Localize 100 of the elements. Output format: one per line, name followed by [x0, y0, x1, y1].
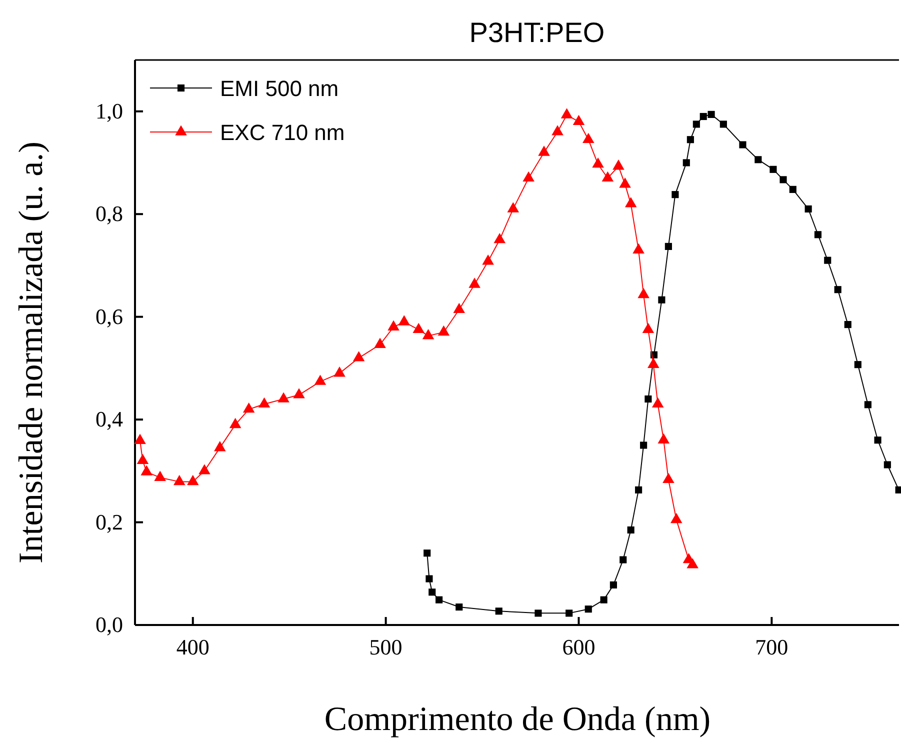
point: [739, 141, 746, 148]
legend-label: EMI 500 nm: [220, 76, 339, 101]
point: [624, 197, 637, 208]
point: [720, 120, 727, 128]
y-tick-label: 0,4: [96, 406, 123, 432]
point: [686, 136, 694, 144]
point: [422, 329, 434, 340]
x-axis-title: Comprimento de Onda (nm): [324, 701, 711, 738]
y-tick-label: 0,8: [96, 201, 123, 226]
point: [804, 205, 812, 212]
point: [658, 433, 670, 444]
point: [507, 202, 520, 212]
point: [388, 320, 400, 330]
point: [552, 125, 564, 136]
point: [692, 120, 700, 128]
point: [229, 418, 242, 428]
point: [258, 397, 270, 408]
point: [700, 112, 707, 120]
point: [584, 606, 592, 613]
point: [173, 474, 186, 486]
point: [789, 186, 796, 193]
x-tick-label: 600: [562, 634, 596, 660]
point: [642, 322, 654, 334]
legend-label: EXC 710 nm: [220, 120, 345, 145]
point: [468, 278, 480, 288]
point: [278, 392, 290, 402]
y-axis-title: Intensidade normalizada (u. a.): [13, 142, 50, 564]
point: [456, 603, 463, 611]
point: [428, 588, 436, 596]
point: [436, 596, 443, 604]
point: [864, 401, 872, 408]
point: [495, 608, 502, 615]
point: [140, 465, 152, 476]
point: [374, 338, 386, 348]
point: [602, 171, 614, 182]
point: [620, 556, 627, 564]
point: [672, 191, 679, 198]
point: [293, 388, 305, 398]
point: [682, 159, 690, 166]
point: [824, 256, 832, 264]
point: [592, 157, 604, 168]
point: [874, 436, 882, 444]
point: [884, 461, 891, 468]
point: [453, 302, 466, 314]
point: [770, 166, 777, 173]
point: [754, 156, 762, 164]
point: [334, 366, 346, 377]
point: [154, 470, 166, 481]
x-tick-label: 700: [755, 634, 788, 660]
point: [854, 361, 862, 368]
point: [844, 320, 852, 328]
point: [652, 397, 664, 408]
point: [352, 351, 365, 362]
point: [662, 472, 674, 484]
point: [494, 232, 506, 244]
point: [482, 254, 494, 265]
point: [632, 243, 644, 254]
point: [538, 146, 550, 156]
point: [522, 171, 534, 182]
point: [627, 526, 634, 534]
point: [424, 550, 431, 557]
x-tick-label: 400: [176, 634, 210, 660]
point: [612, 160, 624, 170]
point: [582, 132, 594, 144]
y-tick-label: 0,6: [96, 304, 123, 329]
point: [610, 581, 617, 588]
point: [426, 575, 433, 582]
point: [640, 442, 648, 449]
point: [644, 395, 652, 403]
y-tick-label: 0,2: [96, 509, 123, 534]
point: [566, 610, 573, 617]
point: [664, 242, 672, 250]
point: [136, 454, 149, 464]
point: [670, 512, 682, 524]
point: [658, 296, 666, 304]
point: [438, 325, 450, 336]
point: [214, 441, 226, 452]
point: [780, 176, 787, 184]
point: [398, 315, 410, 326]
point: [412, 322, 424, 334]
point: [134, 434, 146, 444]
point: [560, 108, 573, 118]
point: [186, 474, 199, 486]
x-tick-label: 500: [369, 634, 402, 660]
point: [600, 596, 608, 604]
point: [242, 402, 255, 413]
point: [686, 558, 698, 568]
point: [814, 231, 822, 238]
point: [572, 114, 585, 126]
point: [648, 358, 660, 368]
point: [619, 178, 631, 188]
y-tick-label: 0,0: [96, 612, 123, 638]
chart-title: P3HT:PEO: [469, 17, 605, 48]
point: [708, 110, 715, 118]
point: [534, 610, 542, 617]
point: [198, 464, 210, 474]
point: [638, 288, 650, 298]
y-tick-label: 1,0: [96, 98, 123, 124]
point: [314, 374, 326, 385]
point: [895, 486, 901, 494]
